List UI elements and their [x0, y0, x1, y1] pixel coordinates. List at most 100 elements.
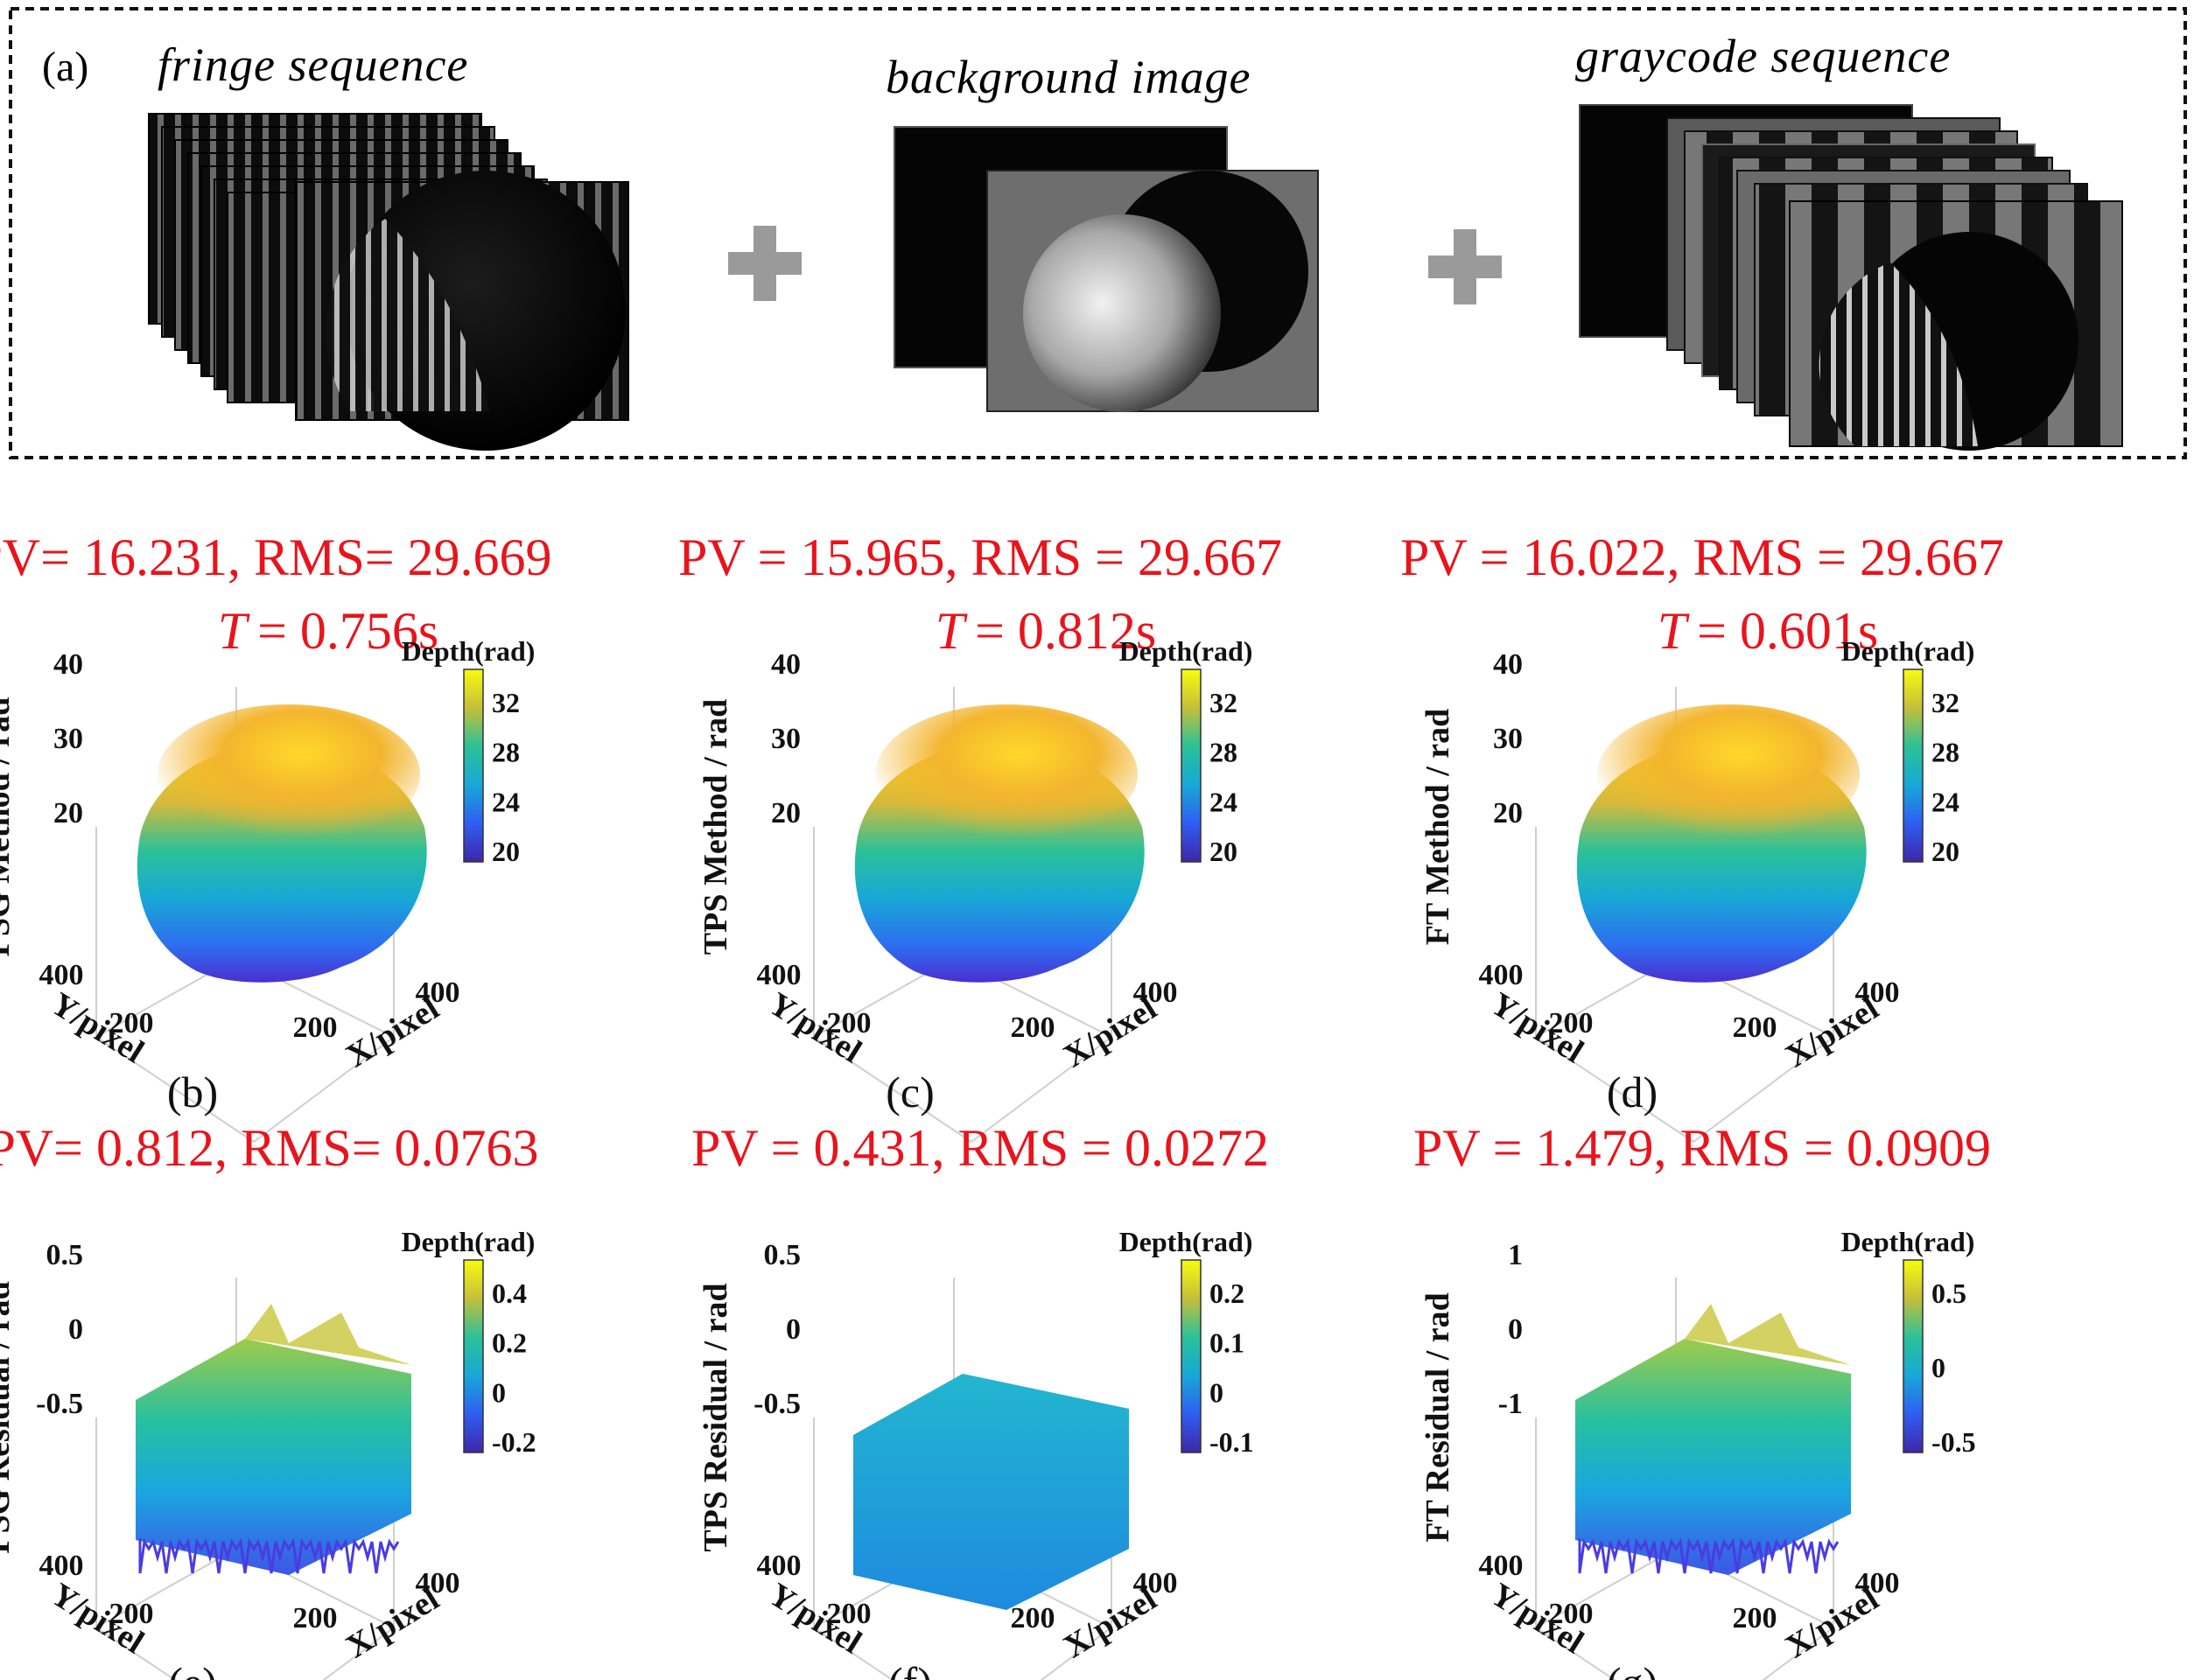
y-tick-label: 200	[827, 1007, 872, 1040]
colorbar	[1903, 1259, 1924, 1453]
x-axis-label: X/pixel	[340, 1580, 445, 1665]
colorbar-tick-label: 24	[1931, 786, 1959, 817]
y-tick-label: 200	[109, 1598, 154, 1630]
z-tick-label: 30	[771, 723, 801, 755]
x-axis-label: X/pixel	[1057, 1580, 1163, 1665]
y-tick-label: 400	[757, 959, 802, 991]
colorbar-title: Depth(rad)	[1841, 1226, 1975, 1257]
residual-plot-f: PV = 0.431, RMS = 0.0272 0.5 0 -0.5 TPS Resi…	[691, 1119, 1269, 1680]
time-annotation: T = 0.756s	[218, 602, 439, 660]
residual-plot-e: PV= 0.812, RMS= 0.0763 0.5 0 -0.5 PSG Residu…	[0, 1119, 539, 1680]
colorbar	[1181, 668, 1202, 863]
x-tick-label: 400	[1133, 1567, 1178, 1600]
residual-peaks	[1685, 1304, 1851, 1365]
colorbar-tick-label: 0.5	[1931, 1278, 1966, 1309]
y-tick-label: 400	[39, 1550, 84, 1582]
pv-rms-annotation: PV= 0.812, RMS= 0.0763	[0, 1119, 539, 1177]
panel-label: (g)	[1607, 1658, 1658, 1680]
panel-label: (f)	[888, 1658, 932, 1680]
z-axis-label: FT Residual / rad	[1419, 1292, 1456, 1542]
time-variable: T	[218, 602, 250, 660]
colorbar	[1181, 1259, 1202, 1453]
pv-rms-annotation: PV = 16.022, RMS = 29.667	[1400, 528, 2004, 586]
colorbar-tick-label: 28	[1931, 737, 1959, 768]
pv-rms-annotation: PV= 16.231, RMS= 29.669	[0, 528, 552, 586]
colorbar-tick-label: 20	[492, 836, 520, 867]
y-tick-label: 400	[1479, 1550, 1524, 1582]
graycode-sequence-title: graycode sequence	[1575, 30, 1951, 82]
time-value: = 0.756s	[257, 602, 438, 660]
depth-plot-b: PV= 16.231, RMS= 29.669 T = 0.756s 40 30 20 PS…	[0, 528, 552, 1143]
z-tick-label: 0	[1508, 1313, 1523, 1346]
colorbar-tick-label: 28	[492, 737, 520, 768]
depth-surface-highlight	[875, 704, 1138, 844]
residual-spikes	[138, 1537, 400, 1574]
colorbar-tick-label: 0.1	[1209, 1327, 1244, 1359]
z-axis-label: PSG Residual / rad	[0, 1281, 17, 1553]
z-tick-label: -1	[1498, 1388, 1523, 1420]
colorbar-tick-label: 20	[1209, 836, 1237, 867]
depth-surface-highlight	[158, 704, 420, 844]
colorbar-tick-label: 24	[1209, 786, 1237, 817]
panel-label: (c)	[886, 1068, 935, 1116]
colorbar-tick-label: 0	[1931, 1352, 1945, 1383]
y-tick-label: 200	[109, 1007, 154, 1040]
time-annotation: T = 0.812s	[936, 602, 1157, 660]
background-image-title: background image	[886, 51, 1251, 103]
colorbar-tick-label: 0.2	[1209, 1278, 1244, 1309]
fringe-image-stack	[148, 113, 629, 451]
y-tick-label: 200	[1549, 1598, 1594, 1630]
x-axis-label: X/pixel	[340, 990, 445, 1074]
colorbar-tick-label: 24	[492, 786, 520, 817]
panel-a-frame	[9, 7, 2187, 459]
residual-spikes	[1578, 1537, 1840, 1574]
colorbar-title: Depth(rad)	[1119, 1226, 1253, 1257]
colorbar-tick-label: 32	[1931, 687, 1959, 718]
fringe-sequence-title: fringe sequence	[158, 38, 468, 91]
z-tick-label: 0	[786, 1313, 801, 1346]
residual-surface	[853, 1374, 1129, 1610]
z-tick-label: 0.5	[46, 1239, 84, 1271]
z-axis-label: FT Method / rad	[1419, 709, 1456, 946]
y-tick-label: 400	[39, 959, 84, 991]
colorbar	[1903, 668, 1924, 863]
residual-plot-g: PV = 1.479, RMS = 0.0909 1 0 -1 FT Residual …	[1413, 1119, 1991, 1680]
z-tick-label: 0	[68, 1313, 83, 1346]
plus-icon-2	[1428, 229, 1502, 304]
colorbar-tick-label: 32	[1209, 687, 1237, 718]
residual-peaks	[245, 1304, 411, 1365]
time-variable: T	[1658, 602, 1690, 660]
x-tick-label: 200	[293, 1602, 338, 1634]
z-tick-label: 20	[53, 797, 83, 830]
x-tick-label: 200	[1733, 1012, 1777, 1044]
z-tick-label: 30	[53, 723, 83, 755]
colorbar-title: Depth(rad)	[402, 1226, 536, 1257]
colorbar-tick-label: 0	[492, 1376, 506, 1408]
colorbar-tick-label: 0.2	[492, 1327, 527, 1359]
z-tick-label: 40	[53, 648, 83, 681]
colorbar-tick-label: 20	[1931, 836, 1959, 867]
x-axis-label: X/pixel	[1057, 990, 1163, 1074]
graycode-image-stack	[1579, 104, 2123, 451]
time-annotation: T = 0.601s	[1658, 602, 1879, 660]
colorbar-tick-label: -0.5	[1931, 1426, 1976, 1458]
z-tick-label: 20	[771, 797, 801, 830]
z-axis-label: PSG Method / rad	[0, 697, 17, 957]
colorbar-title: Depth(rad)	[1841, 635, 1975, 667]
x-tick-label: 400	[1133, 976, 1178, 1009]
x-tick-label: 200	[1011, 1602, 1055, 1634]
colorbar-tick-label: -0.1	[1209, 1426, 1254, 1458]
colorbar-title: Depth(rad)	[402, 635, 536, 667]
residual-surface	[136, 1339, 411, 1575]
residual-surface	[1575, 1339, 1851, 1575]
x-tick-label: 400	[416, 1567, 460, 1600]
depth-surface-highlight	[1597, 704, 1860, 844]
panel-a: (a) fringe sequence background image gra…	[9, 7, 2187, 459]
z-axis-label: TPS Residual / rad	[697, 1283, 734, 1551]
colorbar-tick-label: 0.4	[492, 1278, 527, 1309]
z-tick-label: 30	[1493, 723, 1523, 755]
x-tick-label: 200	[1733, 1602, 1777, 1634]
panel-label: (e)	[168, 1658, 217, 1680]
plus-icon-1	[728, 226, 802, 301]
